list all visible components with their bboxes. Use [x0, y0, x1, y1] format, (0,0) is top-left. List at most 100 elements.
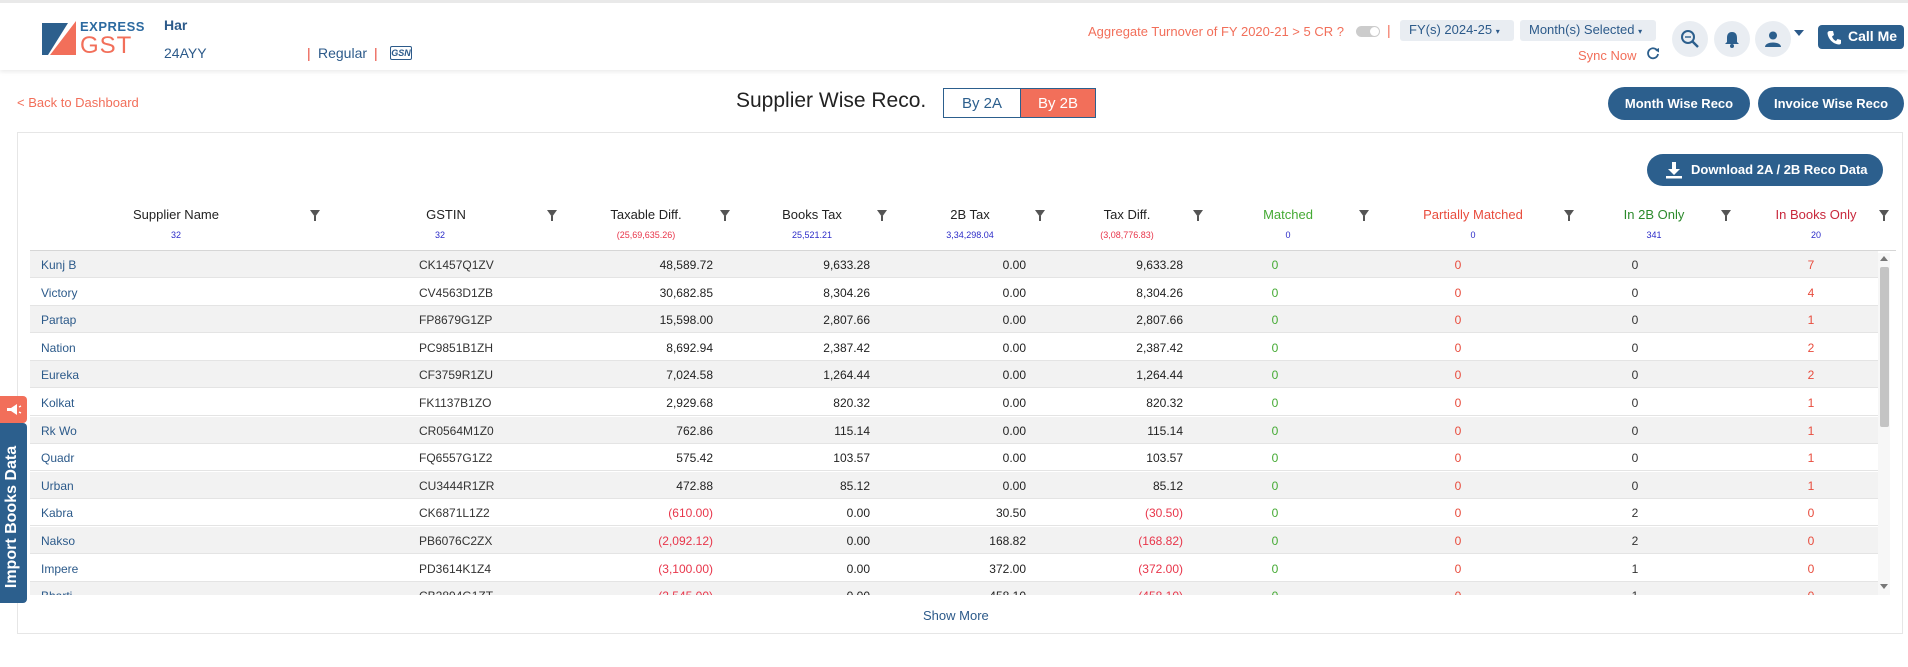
in-books-only-cell: 1: [1807, 423, 1815, 438]
table-row[interactable]: Quadr FQ6557G1Z2 575.42 103.57 0.00 103.57 0 0 0…: [30, 444, 1878, 472]
table-scrollbar[interactable]: [1878, 253, 1890, 595]
user-gstin: 24AYY: [164, 45, 207, 61]
books-tax-cell: 820.32: [833, 396, 870, 410]
filter-icon[interactable]: [547, 210, 557, 221]
gstin-cell: CK6871L1Z2: [419, 506, 490, 521]
month-dropdown[interactable]: Month(s) Selected ▾: [1520, 20, 1656, 41]
import-books-data-tab[interactable]: [0, 423, 27, 603]
twob-tax-cell: 458.10: [890, 589, 1026, 595]
taxable-diff-cell: (2,545.00): [590, 589, 713, 595]
supplier-name-cell[interactable]: Kolkat: [41, 396, 75, 410]
table-row[interactable]: Nation PC9851B1ZH 8,692.94 2,387.42 0.00 2,38…: [30, 334, 1878, 361]
tax-diff-cell: 2,807.66: [1136, 313, 1183, 328]
partially-matched-cell: 0: [1454, 313, 1462, 328]
supplier-name-cell[interactable]: Kabra: [41, 506, 74, 521]
in-2b-only-cell: 0: [1631, 258, 1639, 272]
partially-matched-cell: 0: [1454, 534, 1462, 548]
supplier-name-cell[interactable]: Urban: [41, 478, 74, 493]
supplier-name-cell[interactable]: Rk Wo: [41, 423, 77, 438]
table-row[interactable]: Impere PD3614K1Z4 (3,100.00) 0.00 372.00 (372…: [30, 555, 1878, 582]
filter-icon[interactable]: [1359, 210, 1369, 221]
partially-matched-cell: 0: [1454, 285, 1462, 300]
taxable-diff-cell: (610.00): [668, 506, 713, 521]
in-2b-only-cell: 0: [1631, 423, 1639, 438]
filter-icon[interactable]: [1035, 210, 1045, 221]
table-row[interactable]: Urban CU3444R1ZR 472.88 85.12 0.00 85.12 0 0 0 1: [30, 471, 1878, 499]
twob-tax-cell: 30.50: [995, 506, 1026, 521]
supplier-name-cell[interactable]: Nakso: [41, 534, 76, 548]
in-2b-only-cell: 0: [1631, 368, 1639, 383]
scroll-up-icon[interactable]: [1880, 256, 1888, 261]
twob-tax-cell: 0.00: [1002, 396, 1026, 410]
announcement-button[interactable]: [0, 396, 27, 423]
filter-icon[interactable]: [310, 210, 320, 221]
tax-diff-cell: 2,387.42: [1136, 340, 1183, 355]
matched-cell: 0: [1271, 340, 1279, 355]
filter-icon[interactable]: [1721, 210, 1731, 221]
divider: |: [1387, 22, 1391, 38]
filter-icon[interactable]: [877, 210, 887, 221]
supplier-name-cell[interactable]: Nation: [41, 340, 76, 355]
twob-tax-cell: 0.00: [1002, 340, 1026, 355]
col-header-tax-diff: Tax Diff.: [1103, 207, 1151, 222]
table-row[interactable]: Partap FP8679G1ZP 15,598.00 2,807.66 0.00 2,8…: [30, 306, 1878, 334]
express-gst-logo[interactable]: EXPRESS GST: [42, 17, 144, 59]
supplier-name-cell[interactable]: Eureka: [41, 368, 79, 383]
col-header-matched: Matched: [1263, 207, 1313, 222]
supplier-name-cell[interactable]: Victory: [41, 285, 78, 300]
supplier-name-cell[interactable]: Partap: [41, 313, 77, 328]
table-row[interactable]: Kabra CK6871L1Z2 (610.00) 0.00 30.50 (30.50) 0…: [30, 499, 1878, 527]
tab-by-2b[interactable]: By 2B: [1020, 88, 1096, 118]
chevron-down-icon[interactable]: [1794, 30, 1804, 36]
bell-icon: [1725, 32, 1739, 48]
books-tax-cell: 0.00: [846, 561, 870, 576]
in-2b-only-cell: 0: [1631, 313, 1639, 328]
in-2b-only-cell: 1: [1620, 589, 1650, 595]
table-row[interactable]: Eureka CF3759R1ZU 7,024.58 1,264.44 0.00 1,26…: [30, 361, 1878, 389]
scroll-down-icon[interactable]: [1880, 584, 1888, 589]
twob-tax-cell: 0.00: [1002, 478, 1026, 493]
filter-icon[interactable]: [1564, 210, 1574, 221]
invoice-wise-reco-button[interactable]: Invoice Wise Reco: [1758, 87, 1904, 120]
table-row[interactable]: Victory CV4563D1ZB 30,682.85 8,304.26 0.00 8,…: [30, 279, 1878, 306]
gstin-cell: FQ6557G1Z2: [419, 451, 493, 466]
supplier-name-cell[interactable]: Bharti: [41, 589, 79, 595]
table-row[interactable]: Rk Wo CR0564M1Z0 762.86 115.14 0.00 115.14 0 0 0…: [30, 416, 1878, 444]
sync-now-link[interactable]: Sync Now: [1578, 48, 1637, 63]
partially-matched-cell: 0: [1443, 589, 1473, 595]
divider: |: [374, 45, 378, 61]
col-header-supplier-name: Supplier Name: [133, 207, 219, 222]
back-to-dashboard-link[interactable]: < Back to Dashboard: [17, 95, 139, 110]
scrollbar-thumb[interactable]: [1880, 267, 1889, 427]
aggregate-turnover-toggle[interactable]: [1356, 26, 1380, 37]
show-more-link[interactable]: Show More: [923, 608, 989, 623]
supplier-name-cell[interactable]: Kunj B: [41, 258, 77, 272]
header-divider: [30, 250, 1896, 251]
month-wise-reco-button[interactable]: Month Wise Reco: [1608, 87, 1750, 120]
col-count-taxable-diff: (25,69,635.26): [616, 230, 676, 240]
filter-icon[interactable]: [1193, 210, 1203, 221]
supplier-name-cell[interactable]: Quadr: [41, 451, 75, 466]
table-row[interactable]: Kolkat FK1137B1ZO 2,929.68 820.32 0.00 820.32…: [30, 389, 1878, 416]
table-row[interactable]: Kunj B CK1457Q1ZV 48,589.72 9,633.28 0.00 9,6…: [30, 251, 1878, 278]
search-button[interactable]: [1672, 21, 1708, 57]
table-row[interactable]: Nakso PB6076C2ZX (2,092.12) 0.00 168.82 (168.…: [30, 527, 1878, 554]
partially-matched-cell: 0: [1454, 423, 1462, 438]
fy-dropdown[interactable]: FY(s) 2024-25 ▾: [1400, 20, 1514, 41]
tax-diff-cell: 9,633.28: [1136, 258, 1183, 272]
gsn-icon: GSN: [390, 46, 412, 60]
notifications-button[interactable]: [1714, 21, 1750, 57]
books-tax-cell: 85.12: [839, 478, 870, 493]
taxable-diff-cell: 575.42: [676, 451, 713, 466]
sync-icon[interactable]: [1646, 46, 1660, 60]
filter-icon[interactable]: [720, 210, 730, 221]
books-tax-cell: 103.57: [833, 451, 870, 466]
call-me-button[interactable]: Call Me: [1818, 25, 1904, 49]
download-reco-data-button[interactable]: Download 2A / 2B Reco Data: [1647, 154, 1883, 186]
in-books-only-cell: 0: [1807, 534, 1815, 548]
filter-icon[interactable]: [1879, 210, 1889, 221]
supplier-name-cell[interactable]: Impere: [41, 561, 79, 576]
user-menu-button[interactable]: [1755, 21, 1791, 57]
registration-type: Regular: [318, 45, 368, 61]
table-row[interactable]: Bharti CB2894G1ZT (2,545.00) 0.00 458.10 (458…: [30, 582, 1878, 595]
